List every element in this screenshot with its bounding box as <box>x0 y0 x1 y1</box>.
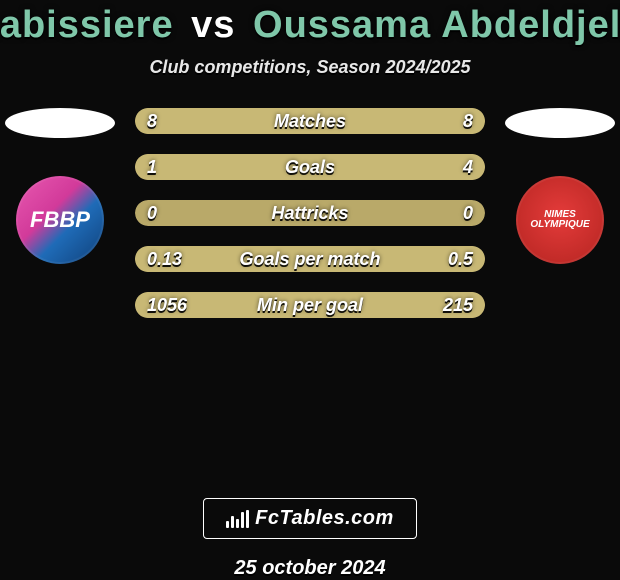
stat-row: 14Goals <box>135 154 485 180</box>
player2-club-crest: NIMES OLYMPIQUE <box>516 176 604 264</box>
player2-club-abbrev: NIMES OLYMPIQUE <box>516 210 604 231</box>
bar-chart-icon <box>226 510 249 528</box>
stat-row: 0.130.5Goals per match <box>135 246 485 272</box>
player1-name: Labissiere <box>0 4 174 46</box>
subtitle: Club competitions, Season 2024/2025 <box>149 57 470 78</box>
brand-text: FcTables.com <box>255 507 394 530</box>
stat-row: 88Matches <box>135 108 485 134</box>
right-player-column: NIMES OLYMPIQUE <box>500 108 620 264</box>
comparison-infographic: Labissiere vs Oussama Abdeldjelil Club c… <box>0 0 620 580</box>
comparison-arena: FBBP NIMES OLYMPIQUE 88Matches 14Goals 00H… <box>0 108 620 480</box>
brand-box: FcTables.com <box>203 498 417 539</box>
stat-bars: 88Matches 14Goals 00Hattricks 0.130.5Goals … <box>135 108 485 318</box>
player2-name: Oussama Abdeldjelil <box>253 4 620 46</box>
player1-silhouette <box>5 108 115 138</box>
left-player-column: FBBP <box>0 108 120 264</box>
player1-club-abbrev: FBBP <box>30 208 90 231</box>
player2-silhouette <box>505 108 615 138</box>
stat-row: 00Hattricks <box>135 200 485 226</box>
vs-label: vs <box>191 4 235 46</box>
stat-row: 1056215Min per goal <box>135 292 485 318</box>
date-text: 25 october 2024 <box>234 557 385 580</box>
player1-club-crest: FBBP <box>16 176 104 264</box>
page-title: Labissiere vs Oussama Abdeldjelil <box>0 4 620 47</box>
